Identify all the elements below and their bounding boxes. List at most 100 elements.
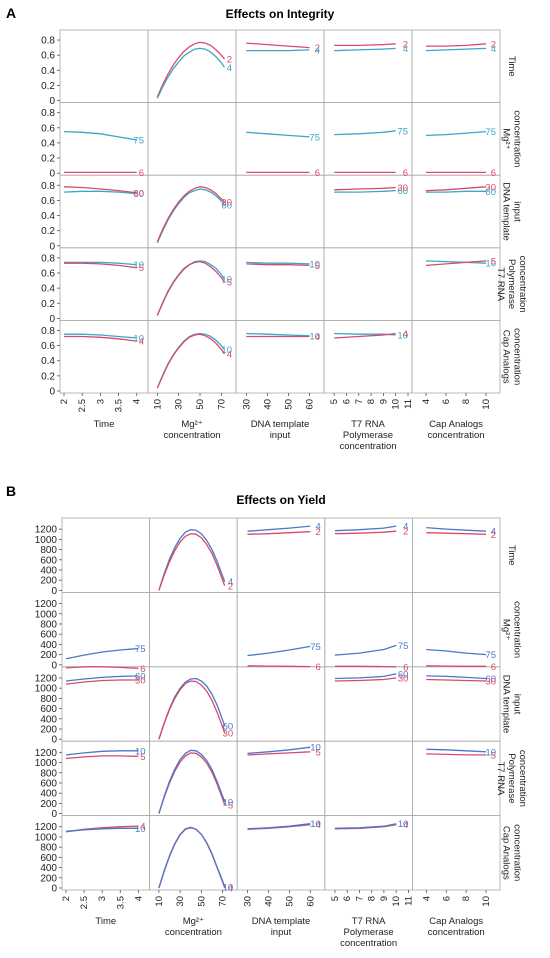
series-line: [247, 531, 311, 535]
series-label: 10: [309, 331, 320, 342]
x-tick-label: 50: [283, 399, 294, 410]
series-label: 10: [310, 743, 321, 754]
row-label-line: T7 RNA: [495, 267, 506, 301]
series-label: 6: [403, 168, 408, 179]
series-label: 4: [315, 45, 320, 56]
row-label-line: Time: [506, 545, 517, 566]
row-label: T7 RNA Polymerase concentration: [495, 256, 528, 313]
y-tick-label: 0.6: [41, 268, 55, 279]
row-label-line: input: [512, 201, 523, 222]
series-label: 30: [223, 729, 234, 740]
series-label: 30: [485, 182, 496, 193]
y-tick-label: 0.6: [41, 341, 55, 352]
y-tick-label: 200: [40, 724, 57, 735]
series-label: 4: [140, 822, 145, 833]
grid-cell: [411, 102, 501, 176]
column-label: concentration: [427, 430, 484, 441]
column-label: T7 RNA: [351, 419, 385, 430]
column-label: Polymerase: [343, 430, 393, 441]
series-line: [65, 750, 139, 756]
x-tick-label: 5: [330, 896, 341, 901]
series-label: 4: [403, 329, 408, 340]
series-label: 4: [315, 332, 320, 343]
series-label: 6: [403, 662, 408, 673]
series-line: [247, 823, 311, 830]
x-tick-label: 6: [342, 896, 353, 901]
series-label: 6: [140, 664, 145, 675]
panel-title: Effects on Yield: [236, 493, 325, 507]
series-label: 6: [491, 662, 496, 673]
series-line: [425, 260, 487, 267]
x-tick-label: 30: [175, 896, 186, 907]
series-label: 10: [310, 819, 321, 830]
y-tick-label: 0.6: [41, 51, 55, 62]
x-tick-label: 6: [441, 399, 452, 404]
y-tick-label: 0.4: [41, 284, 55, 295]
series-label: 10: [135, 746, 146, 757]
row-label-line: concentration: [512, 110, 523, 167]
x-tick-label: 3.5: [114, 399, 125, 412]
y-tick-label: 0: [49, 387, 55, 398]
column-label: Time: [94, 419, 115, 430]
y-tick-label: 0.8: [41, 326, 55, 337]
series-label: 2: [491, 530, 496, 541]
x-tick-label: 30: [241, 399, 252, 410]
x-tick-label: 9: [379, 896, 390, 901]
series-line: [426, 678, 487, 682]
series-label: 30: [485, 677, 496, 688]
series-line: [425, 47, 487, 52]
series-label: 75: [485, 650, 496, 661]
x-tick-label: 4: [421, 399, 432, 404]
column-label: DNA template: [252, 916, 311, 927]
series-line: [426, 665, 486, 667]
series-line: [334, 43, 396, 47]
grid-cell: [235, 174, 325, 249]
series-line: [65, 827, 139, 832]
series-line: [247, 525, 311, 532]
series-label: 75: [135, 644, 146, 655]
series-label: 4: [227, 63, 232, 74]
series-label: 30: [221, 197, 232, 208]
y-tick-label: 0.2: [41, 81, 55, 92]
y-tick-label: 0.4: [41, 356, 55, 367]
row-label: T7 RNA Polymerase concentration: [495, 750, 528, 807]
grid-cell: [59, 319, 149, 394]
y-tick-label: 0: [49, 96, 55, 107]
series-label: 5: [491, 750, 496, 761]
series-label: 2: [316, 527, 321, 538]
y-tick-label: 0.6: [41, 196, 55, 207]
column-label: Mg²⁺: [183, 916, 204, 927]
y-tick-label: 0.4: [41, 138, 55, 149]
y-tick-label: 1000: [35, 609, 58, 620]
x-tick-label: 8: [366, 399, 377, 404]
series-label: 10: [221, 275, 232, 286]
x-tick-label: 40: [263, 896, 274, 907]
series-label: 4: [403, 820, 408, 831]
row-label-line: concentration: [512, 824, 523, 881]
y-tick-label: 800: [40, 545, 57, 556]
column-label: concentration: [163, 430, 220, 441]
grid-cell: [61, 517, 150, 593]
row-label-line: Mg²⁺: [501, 128, 512, 149]
series-line: [65, 755, 139, 760]
grid-cell: [411, 815, 501, 891]
series-label: 10: [221, 345, 232, 356]
series-line: [426, 675, 487, 680]
series-line: [426, 43, 487, 47]
series-label: 4: [403, 522, 408, 533]
series-label: 6: [491, 168, 496, 179]
series-label: 10: [397, 330, 408, 341]
series-line: [156, 47, 226, 99]
y-tick-label: 200: [40, 576, 57, 587]
series-label: 5: [227, 278, 232, 289]
x-tick-label: 10: [481, 896, 492, 907]
y-tick-label: 0: [49, 169, 55, 180]
y-tick-label: 400: [40, 789, 57, 800]
row-label-line: T7 RNA: [495, 762, 506, 796]
y-tick-label: 800: [40, 694, 57, 705]
row-label: Cap Analogs concentration: [501, 824, 523, 881]
column-label: concentration: [165, 927, 222, 938]
x-tick-label: 70: [218, 896, 229, 907]
series-line: [64, 262, 137, 269]
grid-cell: [149, 592, 238, 668]
